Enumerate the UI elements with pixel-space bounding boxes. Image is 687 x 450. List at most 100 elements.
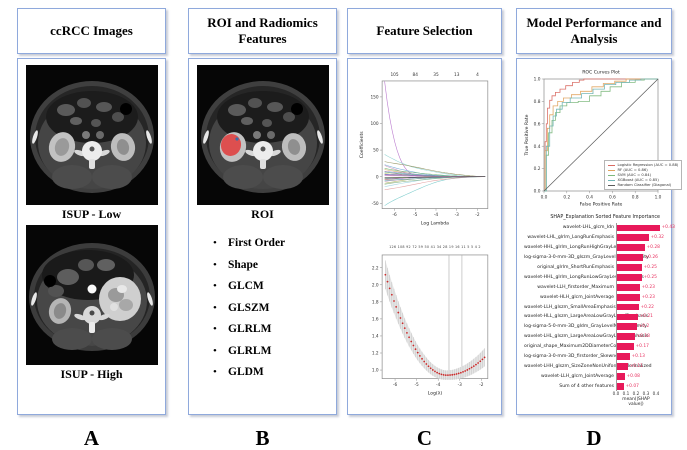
y-tick-label: 0.0 (534, 189, 541, 195)
x-tick-label: -4 (436, 382, 441, 388)
cv-point (446, 373, 449, 376)
cv-point (459, 371, 462, 374)
isup-low-label: ISUP - Low (61, 207, 122, 221)
cv-point (427, 364, 429, 367)
bullet-icon: • (213, 323, 217, 335)
shap-value-label: +0.11 (629, 363, 643, 369)
x-tick-label: -2 (475, 212, 480, 218)
ct-scan-roi-image (196, 65, 329, 205)
cv-point (399, 316, 401, 319)
shap-bar-row: wavelet-LHL_glrlm_LongRunEmphasis +0.32 (524, 232, 664, 243)
shap-importance-chart: SHAP_Explanation Sorted Feature Importan… (524, 215, 675, 408)
cv-point (474, 363, 477, 366)
y-tick-label: 0 (375, 174, 378, 180)
x-tick-label: 0.0 (541, 195, 548, 201)
shap-value-label: +0.25 (643, 265, 657, 270)
shap-value-label: +0.07 (625, 383, 639, 389)
cv-point (468, 367, 470, 370)
y-tick-label: 0.8 (534, 99, 541, 105)
feature-list-item: • GLRLM (213, 345, 330, 357)
shap-bar (617, 224, 660, 232)
cv-point (388, 286, 391, 289)
feature-list-item: • GLDM (213, 366, 330, 378)
cv-point (457, 372, 460, 374)
shap-bar (617, 363, 628, 370)
shap-feature-label: log-sigma-3-0-mm-3D_glszm_GrayLevelNonUn… (524, 255, 649, 261)
feature-name: GLRLM (228, 344, 272, 357)
x-tick-label: -5 (414, 382, 419, 388)
roc-diagonal (543, 78, 659, 192)
feature-name: Shape (228, 258, 259, 271)
panel-d-body: 0.0 0.2 0.4 0.6 0.8 1.0 0.0 0.2 0.4 0.6 0.8 1.0 ROC … (516, 58, 683, 415)
shap-feature-label: wavelet-LHL_glcm_Idn (562, 225, 614, 231)
y-tick-label: 2.2 (371, 265, 378, 271)
shap-bar-zone: +0.22 (616, 302, 664, 313)
shap-value-label: +0.43 (661, 225, 675, 231)
plot-frame (381, 80, 488, 209)
shap-bar-zone: +0.2 (616, 321, 664, 332)
panel-a-header: ccRCC Images (17, 8, 166, 54)
panel-b: ROI and Radiomics Features (188, 8, 337, 450)
cv-point (418, 354, 421, 357)
legend-line-swatch (608, 174, 615, 176)
cv-point (414, 347, 416, 350)
shap-bar-row: log-sigma-3-0-mm-3D_firstorder_Skewness … (524, 351, 664, 362)
shap-bar (617, 264, 642, 271)
shap-x-tick: 0.2 (632, 391, 640, 397)
shap-x-axis-label: mean(|SHAP value|) (622, 397, 650, 408)
shap-bar-row: wavelet-LLH_glszm_SmallAreaEmphasis +0.2… (524, 302, 664, 313)
cv-point (448, 373, 451, 376)
panel-a: ccRCC Images (17, 8, 166, 450)
panel-a-letter: A (83, 426, 100, 450)
feature-name: First Order (228, 237, 286, 249)
roc-curve (544, 78, 658, 192)
feature-name: GLDM (228, 366, 264, 378)
y-tick-label: 1.4 (371, 333, 378, 339)
panel-c-header: Feature Selection (347, 8, 502, 54)
shap-feature-label: wavelet-LLH_glszm_SmallAreaEmphasis (524, 304, 616, 310)
feature-list-item: • Shape (213, 259, 330, 271)
shap-feature-label: wavelet-HHL_glrlm_LongRunLowGrayLevelEmp… (524, 274, 644, 280)
isup-high-label: ISUP - High (60, 367, 123, 381)
shap-feature-label: Sum of 4 other features (559, 383, 614, 389)
legend-line-swatch (608, 169, 615, 171)
cv-point (409, 340, 412, 342)
shap-feature-label: log-sigma-5-0-mm-3D_gldm_GrayLevelNonUni… (524, 324, 647, 330)
shap-feature-label: original_shape_Maximum2DDiameterColumn (524, 344, 628, 350)
shap-x-axis-ticks: 0.0 0.1 0.2 0.3 0.4 (611, 391, 664, 397)
shap-bars: wavelet-LHL_glcm_Idn +0.43 wavelet-LHL_g… (524, 223, 675, 392)
cv-point (450, 373, 453, 376)
coefficient-path (384, 161, 485, 177)
shap-bar-row: original_glrlm_ShortRunEmphasis +0.25 (524, 262, 664, 273)
legend-label: Logistic Regression (AUC = 0.88) (617, 163, 679, 167)
shap-value-label: +0.23 (641, 294, 655, 300)
cv-point (431, 368, 434, 371)
shap-bar-row: wavelet-HLH_glcm_JointAverage +0.23 (524, 292, 664, 303)
y-axis-label: Coefficients (359, 131, 365, 159)
x-tick-label: -2 (479, 382, 484, 388)
cv-point (481, 357, 483, 360)
shap-bar-zone: +0.23 (616, 282, 664, 293)
ct-scan-isup-low-image (25, 65, 158, 205)
shap-bar (617, 293, 640, 301)
panel-d-header: Model Performance and Analysis (516, 8, 672, 54)
roc-curve (544, 78, 658, 192)
legend-label: Random Classifier (Diagonal) (617, 183, 672, 187)
shap-feature-label: wavelet-HHL_glrlm_LongRunHighGrayLevelEm… (524, 245, 646, 251)
shap-x-tick: 0.1 (622, 391, 630, 397)
cv-point (429, 366, 432, 369)
lasso-cv-plot: -6 -5 -4 -3 -2 2.2 2.0 1.8 1.6 1.4 1.2 1.0 126 108 9… (371, 244, 488, 396)
coefficient-path (384, 176, 485, 178)
shap-bar (617, 244, 645, 252)
cv-point (470, 366, 473, 368)
x-tick-label: 1.0 (655, 195, 662, 201)
coefficient-path (384, 176, 485, 191)
shap-value-label: +0.26 (644, 255, 658, 261)
cv-point (440, 373, 442, 375)
x-tick-label: -6 (392, 212, 397, 218)
roc-curve (544, 78, 658, 192)
shap-bar-zone: +0.07 (616, 381, 664, 392)
feature-list-item: • GLSZM (213, 302, 330, 314)
roc-legend-item: RF (AUC = 0.86) (608, 168, 678, 172)
